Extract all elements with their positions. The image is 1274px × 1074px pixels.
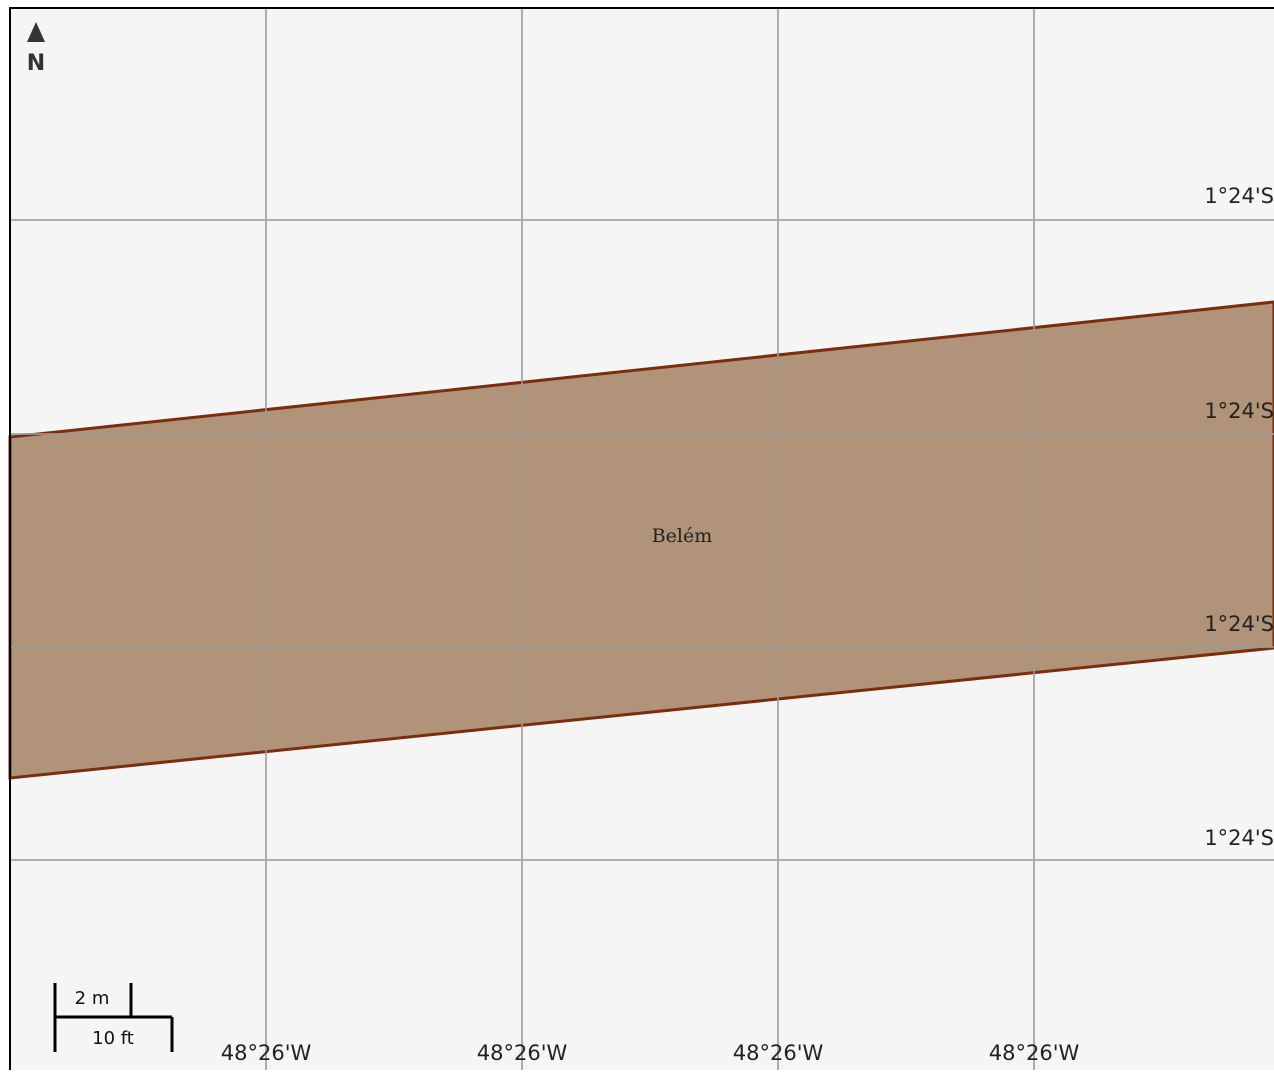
scale-bar [53,983,174,1052]
scale-bar-metric-label: 2 m [75,988,110,1009]
latitude-label: 1°24'S [1204,826,1274,850]
north-arrow-label: N [27,51,45,76]
graticule [10,8,1274,1070]
longitude-label: 48°26'W [221,1041,312,1065]
longitude-label: 48°26'W [477,1041,568,1065]
scale-bar-imperial-label: 10 ft [92,1028,134,1049]
map-frame-border [9,7,1274,1074]
latitude-label: 1°24'S [1204,399,1274,423]
longitude-label: 48°26'W [733,1041,824,1065]
latitude-label: 1°24'S [1204,184,1274,208]
north-arrow-icon: N [27,22,45,76]
place-label[interactable]: Belém [652,525,713,547]
latitude-label: 1°24'S [1204,612,1274,636]
longitude-label: 48°26'W [989,1041,1080,1065]
